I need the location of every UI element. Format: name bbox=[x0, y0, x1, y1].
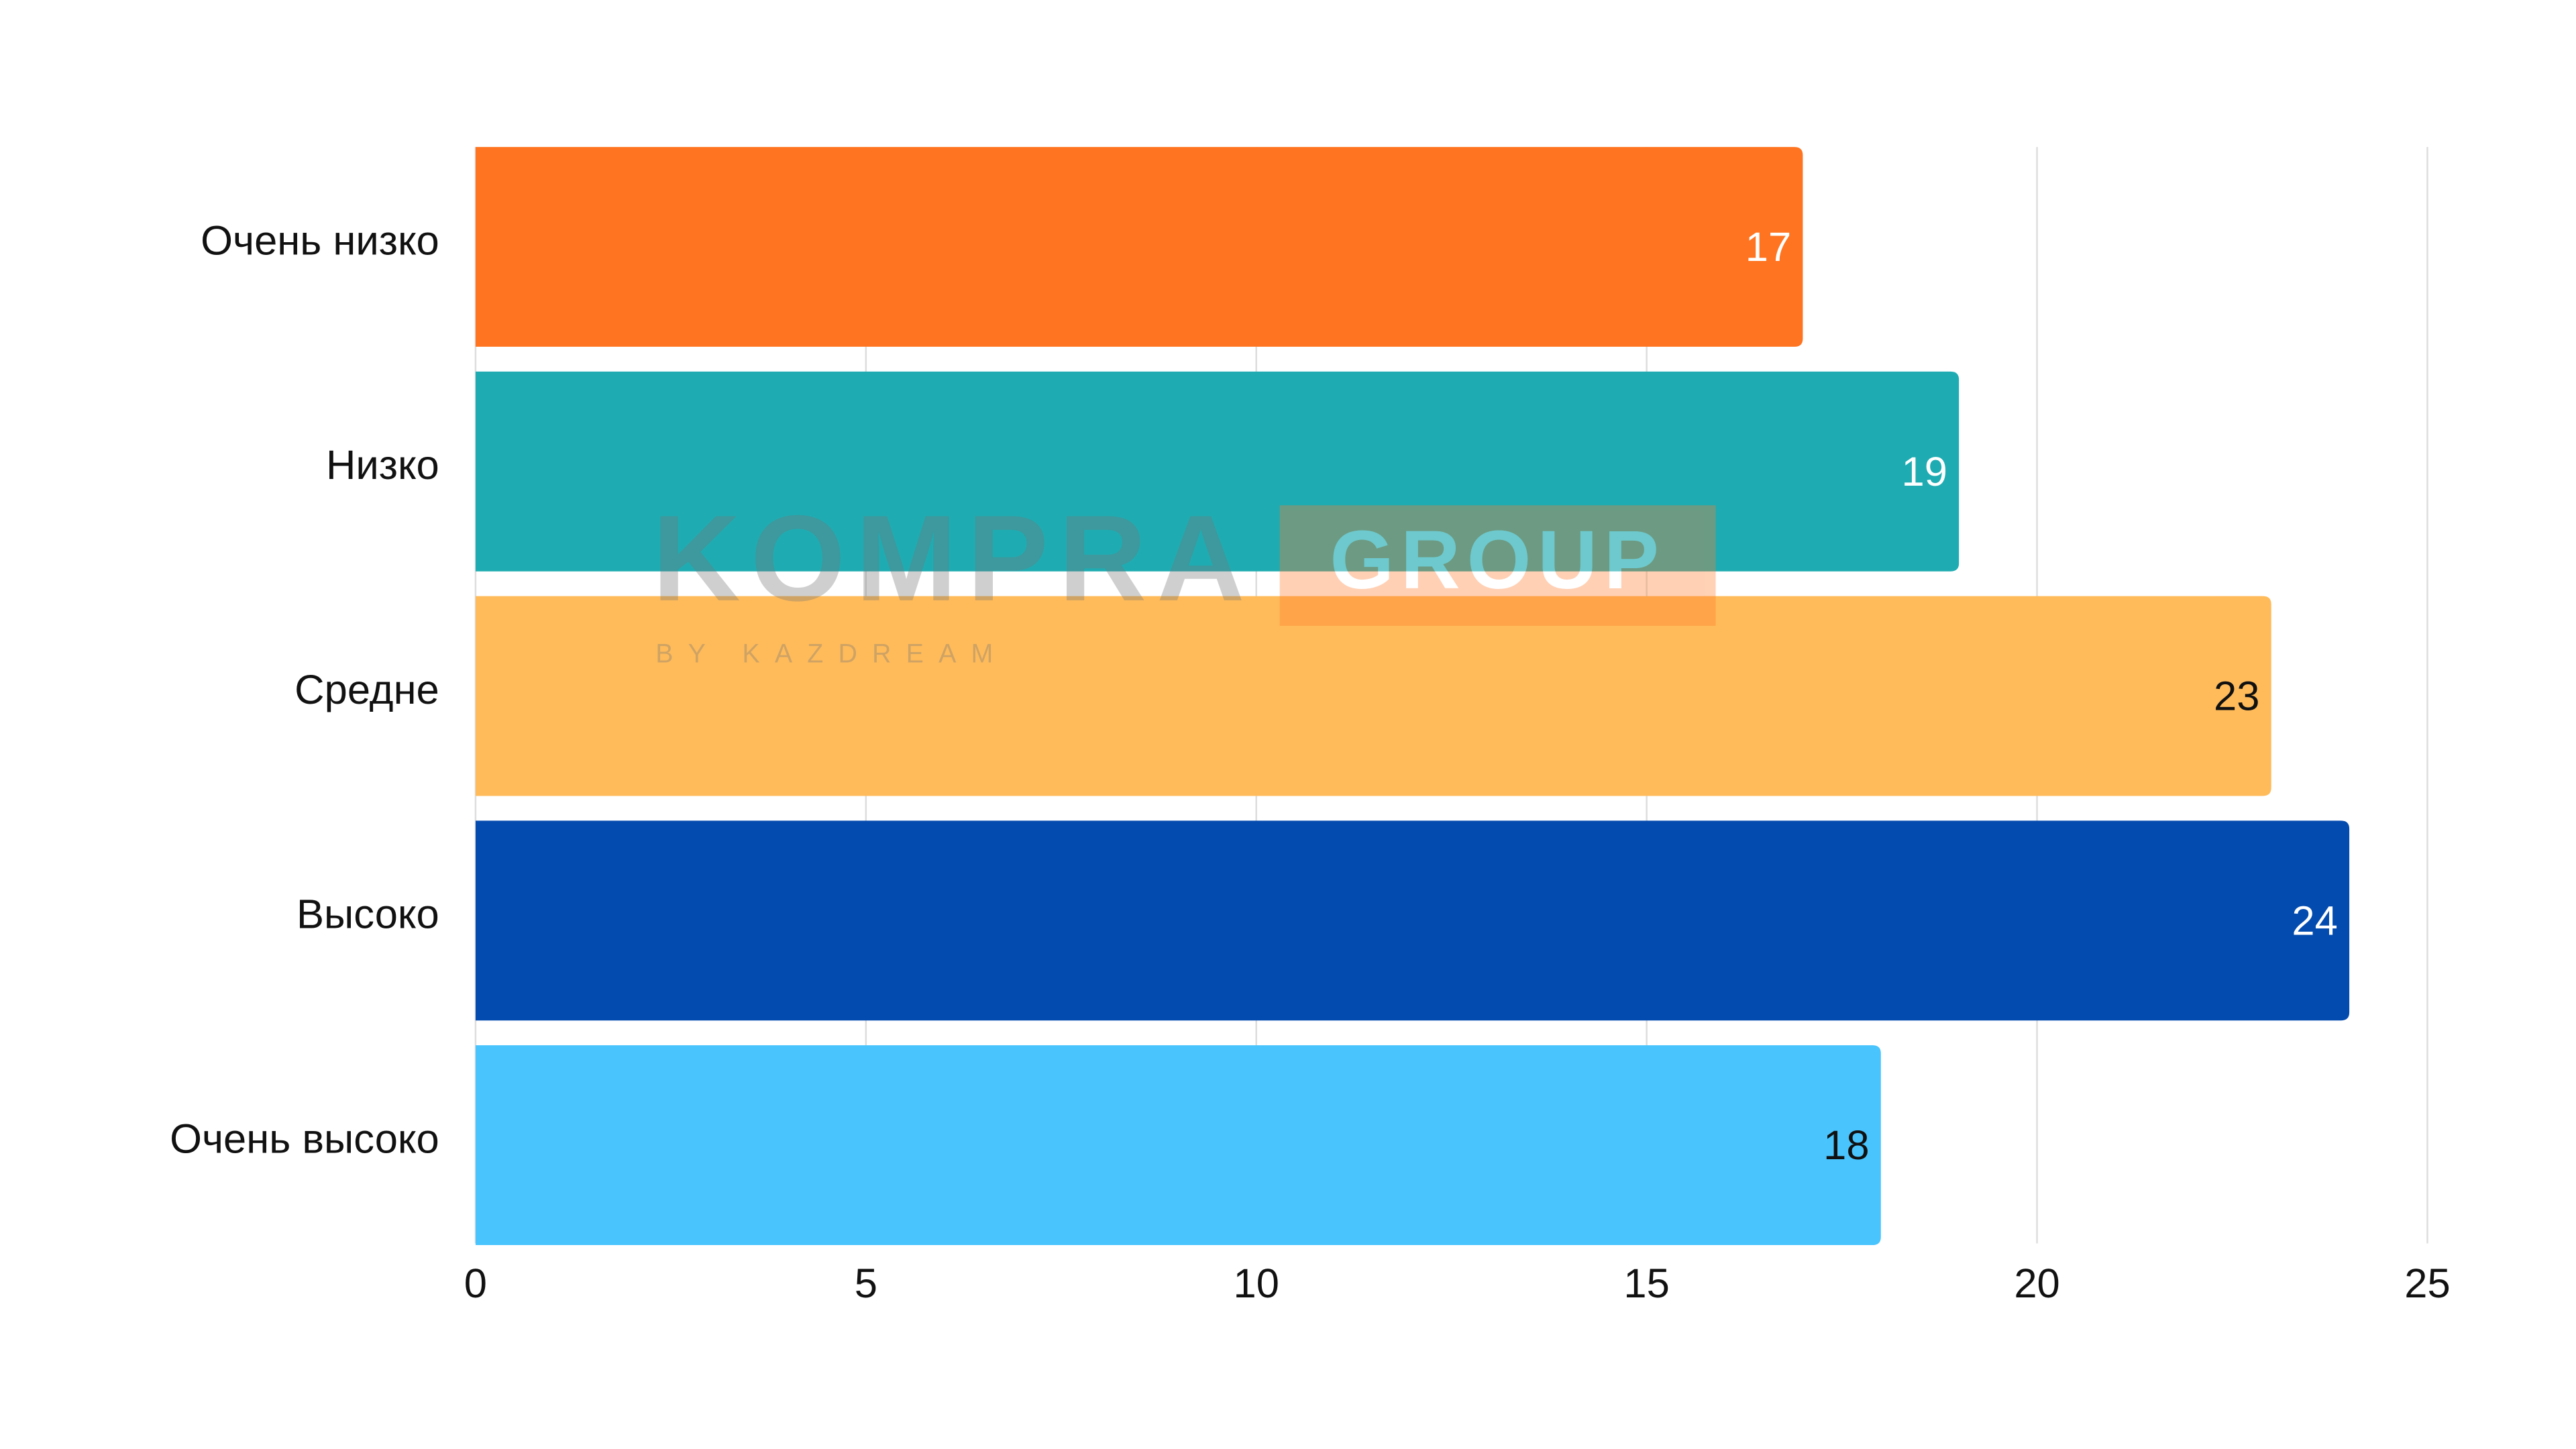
y-tick-label: Очень низко bbox=[201, 217, 439, 264]
value-label: 24 bbox=[2292, 898, 2337, 944]
watermark: KOMPRA GROUP BY KAZDREAM bbox=[652, 490, 1716, 669]
x-tick-label: 15 bbox=[1623, 1260, 1669, 1307]
value-label: 19 bbox=[1902, 449, 1947, 495]
value-label: 23 bbox=[2214, 674, 2259, 720]
x-tick-label: 20 bbox=[2014, 1260, 2059, 1307]
y-tick-label: Высоко bbox=[297, 892, 439, 938]
watermark-brand: KOMPRA bbox=[652, 490, 1254, 627]
watermark-badge: GROUP bbox=[1330, 515, 1666, 606]
y-tick-label: Средне bbox=[294, 667, 439, 713]
bar bbox=[475, 820, 2350, 1021]
value-label: 17 bbox=[1746, 224, 1791, 270]
x-tick-label: 10 bbox=[1234, 1260, 1279, 1307]
bar bbox=[475, 1045, 1881, 1245]
x-tick-label: 5 bbox=[855, 1260, 877, 1307]
bar bbox=[475, 371, 1960, 572]
bar bbox=[475, 147, 1803, 347]
x-tick-label: 25 bbox=[2404, 1260, 2450, 1307]
y-tick-label: Низко bbox=[326, 442, 439, 488]
watermark-sub: BY KAZDREAM bbox=[655, 639, 1008, 669]
bar bbox=[475, 596, 2271, 796]
x-tick-label: 0 bbox=[464, 1260, 487, 1307]
watermark-badge-box bbox=[1279, 505, 1716, 626]
y-tick-label: Очень высоко bbox=[170, 1116, 439, 1162]
value-label: 18 bbox=[1823, 1122, 1869, 1169]
